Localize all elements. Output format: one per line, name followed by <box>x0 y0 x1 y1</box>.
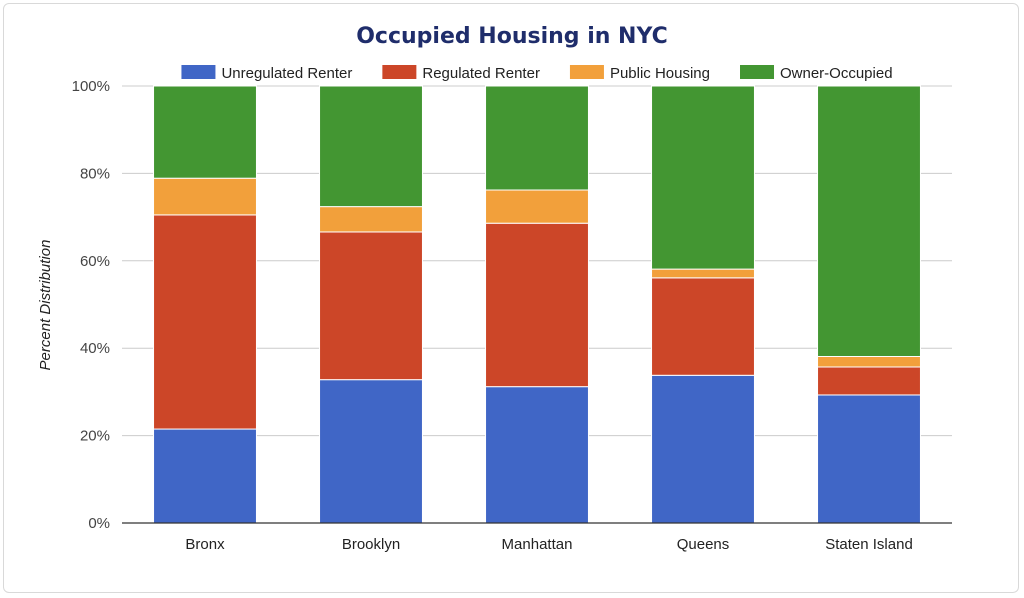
y-axis-ticks: 0% 20% 40% 60% 80% 100% <box>72 78 110 532</box>
bar-segment <box>485 386 589 524</box>
legend-item: Owner-Occupied <box>740 65 893 82</box>
bar-segment <box>319 379 423 524</box>
bar-segment <box>153 214 257 430</box>
bar-segment <box>817 85 921 358</box>
bars <box>153 85 921 524</box>
chart-title: Occupied Housing in NYC <box>356 24 668 49</box>
bar-segment <box>485 85 589 191</box>
legend-swatch <box>181 65 216 79</box>
y-tick-label: 20% <box>80 428 110 445</box>
bar-segment <box>319 206 423 233</box>
bar-segment <box>485 222 589 388</box>
bar-segment <box>153 177 257 216</box>
legend-swatch <box>382 65 417 79</box>
x-category-label: Bronx <box>185 536 225 553</box>
x-category-label: Staten Island <box>825 536 913 553</box>
bar-segment <box>651 374 755 524</box>
legend-item: Unregulated Renter <box>181 65 352 82</box>
bar-segment <box>485 189 589 224</box>
bar-segment <box>319 85 423 208</box>
bar-segment <box>817 356 921 368</box>
bar-segment <box>651 277 755 376</box>
y-tick-label: 0% <box>88 515 110 532</box>
x-category-label: Brooklyn <box>342 536 400 553</box>
legend-label: Public Housing <box>610 65 710 82</box>
y-tick-label: 80% <box>80 165 110 182</box>
legend-swatch <box>569 65 604 79</box>
legend: Unregulated Renter Regulated Renter Public… <box>181 65 893 82</box>
y-tick-label: 100% <box>72 78 110 95</box>
legend-label: Regulated Renter <box>422 65 540 82</box>
bar-segment <box>651 268 755 279</box>
y-tick-label: 40% <box>80 340 110 357</box>
legend-label: Owner-Occupied <box>780 65 893 82</box>
x-axis-categories: Bronx Brooklyn Manhattan Queens Staten Islan… <box>185 536 912 553</box>
y-axis-label: Percent Distribution <box>37 240 54 371</box>
bar-segment <box>153 428 257 524</box>
bar-segment <box>651 85 755 270</box>
legend-label: Unregulated Renter <box>221 65 352 82</box>
x-category-label: Manhattan <box>502 536 573 553</box>
x-category-label: Queens <box>677 536 730 553</box>
bar-segment <box>153 85 257 179</box>
legend-item: Regulated Renter <box>382 65 540 82</box>
bar-segment <box>817 394 921 524</box>
bar-segment <box>817 366 921 396</box>
y-tick-label: 60% <box>80 253 110 270</box>
bar-segment <box>319 231 423 381</box>
legend-swatch <box>740 65 775 79</box>
legend-item: Public Housing <box>569 65 710 82</box>
